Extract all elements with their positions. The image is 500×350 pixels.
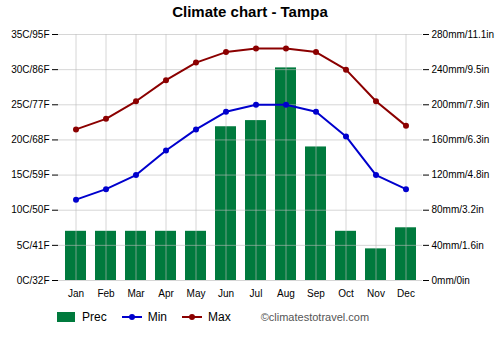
svg-text:5C/41F: 5C/41F [17,240,50,251]
svg-text:20C/68F: 20C/68F [11,134,49,145]
svg-text:240mm/9.5in: 240mm/9.5in [432,64,490,75]
svg-text:0mm/0in: 0mm/0in [432,275,470,286]
svg-text:Jun: Jun [218,288,234,299]
svg-text:80mm/3.2in: 80mm/3.2in [432,204,484,215]
svg-text:0C/32F: 0C/32F [17,275,50,286]
html-text:Min: Min [147,310,167,324]
svg-text:Jan: Jan [68,288,84,299]
svg-text:Mar: Mar [127,288,145,299]
html-text:Prec: Prec [82,310,107,324]
svg-text:Oct: Oct [338,288,354,299]
svg-text:200mm/7.9in: 200mm/7.9in [432,99,490,110]
svg-text:Aug: Aug [277,288,295,299]
svg-text:Sep: Sep [307,288,325,299]
svg-text:Apr: Apr [158,288,174,299]
html-text:Max: Max [208,310,231,324]
svg-text:10C/50F: 10C/50F [11,204,49,215]
svg-text:35C/95F: 35C/95F [11,29,49,40]
svg-text:15C/59F: 15C/59F [11,169,49,180]
html-text:Climate chart - Tampa: Climate chart - Tampa [172,3,328,20]
svg-text:160mm/6.3in: 160mm/6.3in [432,134,490,145]
svg-text:25C/77F: 25C/77F [11,99,49,110]
svg-text:40mm/1.6in: 40mm/1.6in [432,240,484,251]
svg-text:Feb: Feb [97,288,115,299]
svg-text:Jul: Jul [250,288,263,299]
html-text:©climatestotravel.com: ©climatestotravel.com [260,311,370,323]
svg-text:280mm/11.1in: 280mm/11.1in [432,29,495,40]
svg-text:Dec: Dec [397,288,415,299]
svg-text:120mm/4.8in: 120mm/4.8in [432,169,490,180]
svg-text:Nov: Nov [367,288,385,299]
svg-text:May: May [187,288,206,299]
svg-text:30C/86F: 30C/86F [11,64,49,75]
